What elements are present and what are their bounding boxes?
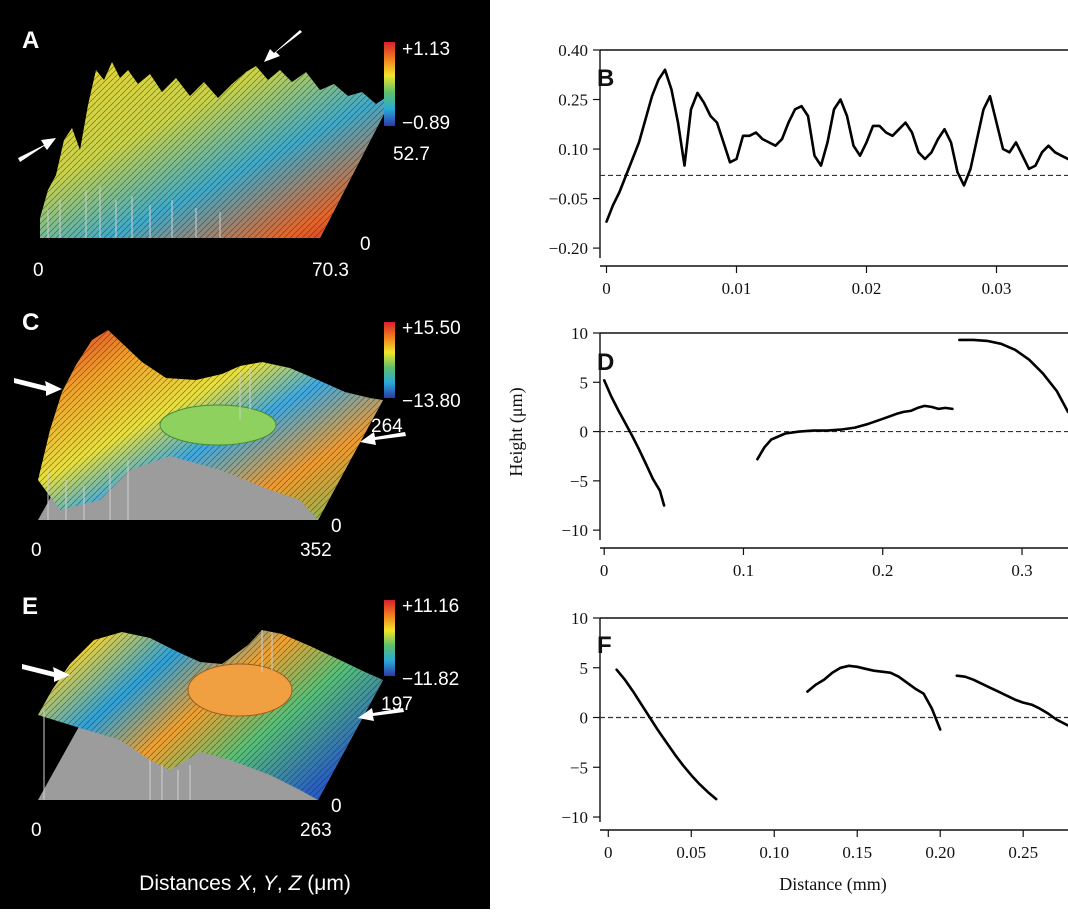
panel-c-yzero: 0: [331, 516, 342, 537]
chart-f-xtick-label: 0.10: [759, 843, 789, 862]
chart-d-xtick-label: 0.3: [1011, 561, 1032, 580]
chart-d-profile-segment-3: [959, 340, 1068, 412]
panel-a-right-arrow: [264, 30, 302, 62]
chart-d-ytick-label: 0: [580, 423, 589, 442]
panel-a-yzero: 0: [360, 234, 371, 255]
chart-b: 0.40 0.25 0.10 −0.05 −0.20 0 0.01 0.02 0.03: [549, 41, 1068, 298]
panel-e-zmin: −11.82: [402, 669, 459, 690]
chart-d-ytick-label: 10: [571, 324, 588, 343]
panel-a-zmin: −0.89: [402, 113, 450, 134]
chart-b-xtick-label: 0.03: [982, 279, 1012, 298]
chart-f-ytick-label: 10: [571, 609, 588, 628]
chart-f-ytick-label: −5: [570, 758, 588, 777]
chart-f-xtick-label: 0: [604, 843, 613, 862]
panel-c-plateau: [160, 405, 276, 445]
chart-b-ytick-label: 0.40: [558, 41, 588, 60]
chart-b-xtick-label: 0: [602, 279, 611, 298]
caption-units: (μm): [301, 872, 350, 895]
caption-prefix: Distances: [139, 872, 237, 895]
panel-c-zmax: +15.50: [402, 318, 461, 339]
panel-a: A +1.13 −0.89 52.7 0 0 70.3: [18, 27, 450, 281]
chart-f-xtick-label: 0.15: [842, 843, 872, 862]
chart-b-ytick-label: 0.10: [558, 140, 588, 159]
panel-a-zmax: +1.13: [402, 39, 450, 60]
chart-d-xtick-label: 0.1: [733, 561, 754, 580]
panel-f-letter: F: [597, 632, 612, 659]
chart-d-profile-segment-2: [757, 406, 952, 459]
panel-c-colorbar: [384, 322, 395, 398]
chart-b-ytick-label: −0.05: [549, 190, 588, 209]
height-profile-charts: B D F Height (μm) Distance (mm) 0.400.25…: [490, 0, 1068, 909]
panel-e-letter: E: [22, 593, 38, 620]
panel-a-mesh: [40, 62, 385, 238]
chart-f-ytick-label: −10: [561, 808, 588, 827]
panel-c-letter: C: [22, 309, 39, 336]
chart-d-profile-segment-1: [604, 380, 664, 505]
chart-f-profile-segment-1: [617, 670, 717, 799]
chart-d-xtick-label: 0.2: [872, 561, 893, 580]
panel-a-xzero: 0: [33, 260, 44, 281]
distances-caption: Distances X, Y, Z (μm): [139, 872, 351, 895]
panel-a-ymax: 52.7: [393, 144, 430, 165]
caption-sep1: ,: [251, 872, 263, 895]
chart-b-ytick-label: −0.20: [549, 239, 588, 258]
chart-d: 10 5 0 −5 −10 0 0.1 0.2 0.3: [561, 324, 1068, 580]
panel-c-left-arrow: [14, 378, 62, 396]
panel-a-colorbar: [384, 42, 395, 126]
surface-maps-svg: A +1.13 −0.89 52.7 0 0 70.3 C: [0, 0, 490, 909]
chart-d-xtick-label: 0: [600, 561, 609, 580]
panel-a-left-arrow: [18, 138, 56, 162]
panel-e-ymax: 197: [381, 694, 413, 715]
x-axis-label: Distance (mm): [779, 874, 886, 895]
chart-b-xtick-label: 0.02: [852, 279, 882, 298]
chart-b-ytick-label: 0.25: [558, 91, 588, 110]
panel-c: C +15.50 −13.80 264 0 0 352: [14, 309, 461, 561]
y-axis-label: Height (μm): [506, 387, 527, 476]
chart-b-profile-segment-1: [607, 70, 1068, 222]
panel-c-zmin: −13.80: [402, 391, 461, 412]
left-3d-maps-panel: A +1.13 −0.89 52.7 0 0 70.3 C: [0, 0, 490, 909]
chart-f-ytick-label: 5: [580, 659, 589, 678]
chart-f-xtick-label: 0.05: [676, 843, 706, 862]
panel-e-xmax: 263: [300, 820, 332, 841]
chart-b-xtick-label: 0.01: [722, 279, 752, 298]
panel-c-xmax: 352: [300, 540, 332, 561]
panel-c-xzero: 0: [31, 540, 42, 561]
chart-f-xtick-label: 0.25: [1008, 843, 1038, 862]
chart-d-ytick-label: −5: [570, 472, 588, 491]
panel-e-xzero: 0: [31, 820, 42, 841]
panel-a-letter: A: [22, 27, 39, 54]
panel-e: E +11.16 −11.82 197 0 0 263: [22, 593, 459, 841]
caption-z: Z: [288, 872, 303, 895]
chart-f-profile-segment-2: [807, 666, 940, 730]
chart-d-ytick-label: −10: [561, 521, 588, 540]
panel-c-ymax: 264: [371, 416, 403, 437]
panel-a-xmax: 70.3: [312, 260, 349, 281]
caption-sep2: ,: [277, 872, 289, 895]
panel-e-colorbar: [384, 600, 395, 676]
panel-e-zmax: +11.16: [402, 596, 459, 617]
chart-f-xtick-label: 0.20: [925, 843, 955, 862]
panel-e-yzero: 0: [331, 796, 342, 817]
chart-d-ytick-label: 5: [580, 373, 589, 392]
chart-f-ytick-label: 0: [580, 709, 589, 728]
caption-x: X: [236, 872, 252, 895]
chart-f: 10 5 0 −5 −10 0 0.05 0.10 0.15 0.20 0.25: [561, 609, 1068, 862]
panel-e-mound: [188, 664, 292, 716]
